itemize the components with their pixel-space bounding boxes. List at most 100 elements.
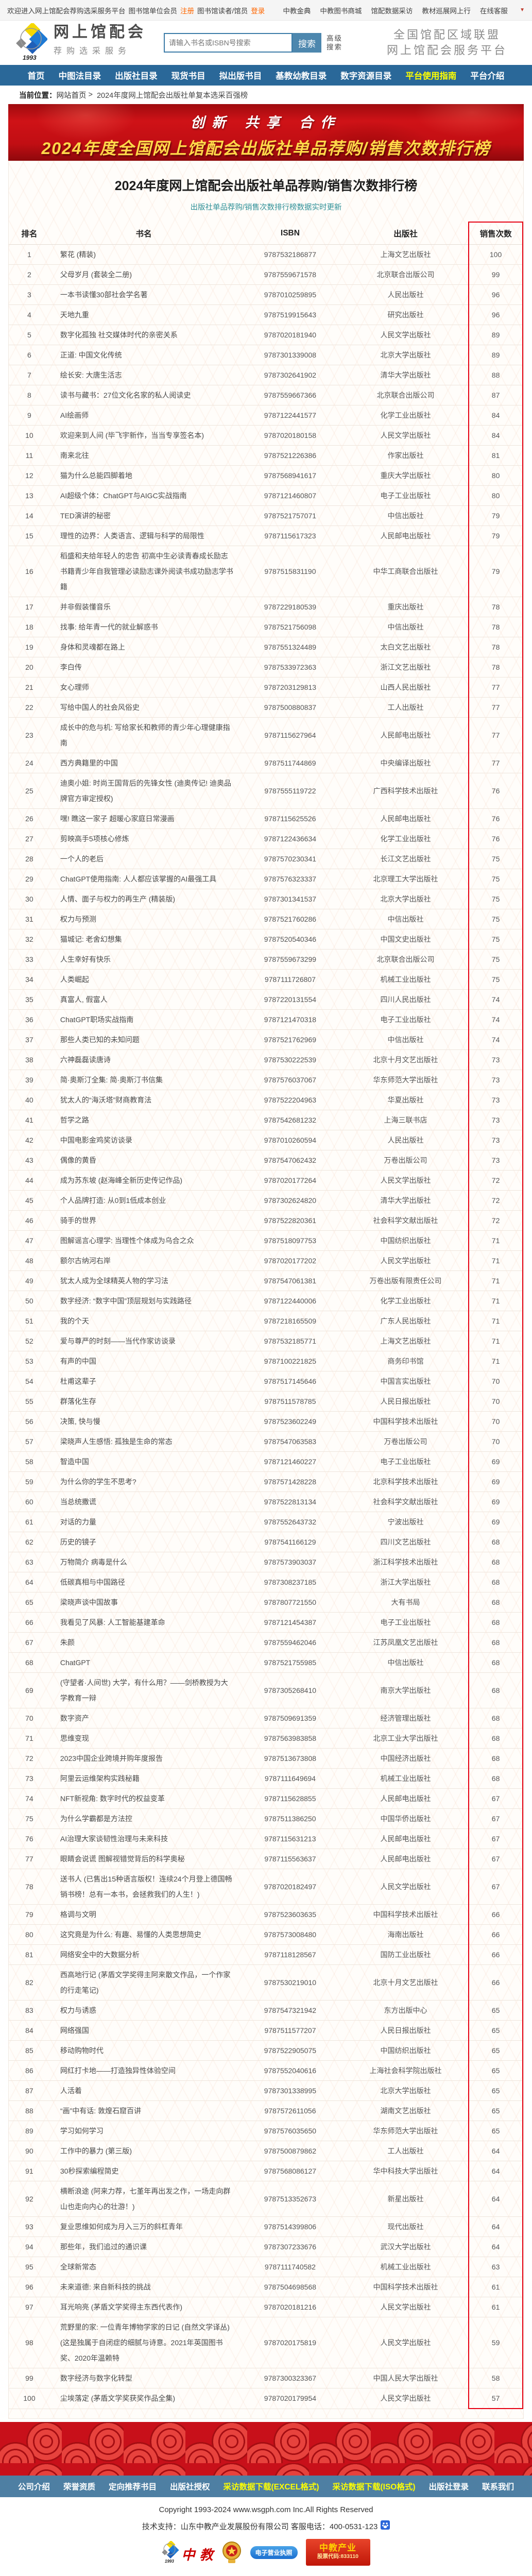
cell-book-title[interactable]: 一个人的老后 bbox=[49, 849, 238, 869]
cell-book-title[interactable]: 横断浪途 (阿来力荐，七堇年再出发之作，一场走向群山也走向内心的壮游！) bbox=[49, 2181, 238, 2217]
cell-book-title[interactable]: 工作中的暴力 (第三版) bbox=[49, 2141, 238, 2161]
cell-book-title[interactable]: 父母岁月 (套装全二册) bbox=[49, 264, 238, 285]
cell-book-title[interactable]: 成为苏东坡 (赵海峰全新历史传记作品) bbox=[49, 1170, 238, 1191]
cell-book-title[interactable]: 对话的力量 bbox=[49, 1512, 238, 1532]
footer-link[interactable]: 采访数据下载(EXCEL格式) bbox=[223, 2483, 319, 2492]
cell-book-title[interactable]: 梁晓声谈中国故事 bbox=[49, 1592, 238, 1613]
footer-link[interactable]: 出版社登录 bbox=[428, 2483, 469, 2492]
cell-book-title[interactable]: 李白传 bbox=[49, 657, 238, 677]
cell-book-title[interactable]: 为什么学霸都是方法控 bbox=[49, 1808, 238, 1829]
cell-book-title[interactable]: 六神磊磊读唐诗 bbox=[49, 1049, 238, 1070]
nav-item[interactable]: 出版社目录 bbox=[115, 72, 158, 81]
cell-book-title[interactable]: 猫为什么总能四脚着地 bbox=[49, 465, 238, 486]
footer-link[interactable]: 定向推荐书目 bbox=[108, 2483, 157, 2492]
cell-book-title[interactable]: 骑手的世界 bbox=[49, 1210, 238, 1231]
cell-book-title[interactable]: 这究竟是为什么: 有趣、易懂的人类思想简史 bbox=[49, 1924, 238, 1945]
cell-book-title[interactable]: 写给中国人的社会风俗史 bbox=[49, 697, 238, 718]
cell-book-title[interactable]: 迪奥小姐: 时尚王国背后的先锋女性 (迪奥传记! 迪奥品牌官方审定授权) bbox=[49, 773, 238, 809]
cell-book-title[interactable]: 智造中国 bbox=[49, 1451, 238, 1472]
cell-book-title[interactable]: ChatGPT bbox=[49, 1652, 238, 1673]
cell-book-title[interactable]: 学习如何学习 bbox=[49, 2121, 238, 2141]
cell-book-title[interactable]: 网络强国 bbox=[49, 2020, 238, 2041]
cell-book-title[interactable]: 个人品牌打造: 从0到1低成本创业 bbox=[49, 1190, 238, 1211]
cell-book-title[interactable]: 读书与藏书：27位文化名家的私人阅读史 bbox=[49, 385, 238, 405]
footer-link[interactable]: 荣誉资质 bbox=[63, 2483, 95, 2492]
cell-book-title[interactable]: 杜甫这辈子 bbox=[49, 1371, 238, 1392]
cell-book-title[interactable]: 万物简介 病毒是什么 bbox=[49, 1552, 238, 1572]
cell-book-title[interactable]: 2023中国企业跨境并购年度报告 bbox=[49, 1748, 238, 1769]
search-button[interactable]: 搜索 bbox=[293, 33, 321, 53]
site-logo[interactable]: 1993 网上馆配会 荐购选采服务 bbox=[15, 21, 149, 63]
cell-book-title[interactable]: 找事: 给年青一代的就业解惑书 bbox=[49, 617, 238, 637]
cell-book-title[interactable]: 历史的镜子 bbox=[49, 1532, 238, 1552]
cell-book-title[interactable]: 网络安全中的大数据分析 bbox=[49, 1944, 238, 1965]
cell-book-title[interactable]: “画”中有话: 敦煌石窟百讲 bbox=[49, 2100, 238, 2121]
nav-item[interactable]: 首页 bbox=[27, 72, 45, 81]
cell-book-title[interactable]: 数字经济与数字化转型 bbox=[49, 2368, 238, 2388]
nav-item[interactable]: 基教幼教目录 bbox=[276, 72, 327, 81]
cell-book-title[interactable]: 我的个天 bbox=[49, 1311, 238, 1331]
cell-book-title[interactable]: 正道: 中国文化传统 bbox=[49, 345, 238, 365]
cell-book-title[interactable]: 未来道德: 来自新科技的挑战 bbox=[49, 2277, 238, 2297]
cell-book-title[interactable]: 人生幸好有快乐 bbox=[49, 949, 238, 970]
login-link[interactable]: 登录 bbox=[251, 7, 265, 15]
cell-book-title[interactable]: 梁晓声人生感悟: 孤独是生命的常态 bbox=[49, 1431, 238, 1452]
cell-book-title[interactable]: 数字化孤独 社交媒体时代的亲密关系 bbox=[49, 325, 238, 345]
cell-book-title[interactable]: 嘿! 瞧这一家子 超暖心家庭日常漫画 bbox=[49, 808, 238, 829]
cell-book-title[interactable]: 复业思维如何成为月入三万的斜杠青年 bbox=[49, 2216, 238, 2237]
cell-book-title[interactable]: AI治理大家谈韧性治理与未来科技 bbox=[49, 1828, 238, 1849]
nav-item[interactable]: 现货书目 bbox=[171, 72, 205, 81]
chevron-down-icon[interactable]: ▼ bbox=[520, 7, 525, 13]
cell-book-title[interactable]: 那些人类已知的未知问题 bbox=[49, 1029, 238, 1050]
cell-book-title[interactable]: 并非假装懂音乐 bbox=[49, 597, 238, 617]
cell-book-title[interactable]: 简·奥斯汀全集: 简·奥斯汀书信集 bbox=[49, 1070, 238, 1090]
cell-book-title[interactable]: 身体和灵魂都在路上 bbox=[49, 637, 238, 657]
cell-book-title[interactable]: TED演讲的秘密 bbox=[49, 505, 238, 526]
footer-link[interactable]: 采访数据下载(ISO格式) bbox=[332, 2483, 416, 2492]
cell-book-title[interactable]: 哲学之路 bbox=[49, 1110, 238, 1130]
cell-book-title[interactable]: AI绘画师 bbox=[49, 405, 238, 426]
advanced-search-link[interactable]: 高级 搜索 bbox=[327, 35, 342, 51]
breadcrumb-home-link[interactable]: 网站首页 bbox=[56, 91, 87, 100]
nav-item[interactable]: 平台使用指南 bbox=[405, 72, 457, 81]
cell-book-title[interactable]: 一本书读懂30部社会学名著 bbox=[49, 284, 238, 305]
cell-book-title[interactable]: 思维变现 bbox=[49, 1728, 238, 1749]
cell-book-title[interactable]: 朱颜 bbox=[49, 1632, 238, 1653]
cell-book-title[interactable]: 天地九重 bbox=[49, 304, 238, 325]
cell-book-title[interactable]: 繁花 (精装) bbox=[49, 244, 238, 265]
cell-book-title[interactable]: 全球新常态 bbox=[49, 2257, 238, 2277]
register-link[interactable]: 注册 bbox=[180, 7, 194, 15]
topbar-link[interactable]: 中教图书商城 bbox=[320, 7, 362, 15]
topbar-link[interactable]: 中教金典 bbox=[283, 7, 311, 15]
search-input[interactable] bbox=[164, 33, 293, 53]
baidu-paw-icon[interactable] bbox=[381, 2520, 390, 2532]
cell-book-title[interactable]: 人活着 bbox=[49, 2080, 238, 2101]
cell-book-title[interactable]: NFT新视角: 数字时代的权益变革 bbox=[49, 1788, 238, 1809]
cell-book-title[interactable]: 荒野里的家: 一位青年博物学家的日记 (自然文学译丛) (这是独属于自闭症的细腻… bbox=[49, 2317, 238, 2368]
cell-book-title[interactable]: 数字资产 bbox=[49, 1708, 238, 1728]
cell-book-title[interactable]: 决策, 快与慢 bbox=[49, 1411, 238, 1432]
cell-book-title[interactable]: 数字经济: “数字中国”顶层规划与实践路径 bbox=[49, 1291, 238, 1311]
cell-book-title[interactable]: 中国电影金鸡奖访谈录 bbox=[49, 1130, 238, 1150]
cell-book-title[interactable]: 耳光响亮 (茅盾文学奖得主东西代表作) bbox=[49, 2297, 238, 2317]
footer-link[interactable]: 联系我们 bbox=[482, 2483, 514, 2492]
cell-book-title[interactable]: 稻盛和夫给年轻人的忠告 初高中生必读青春成长励志书籍青少年自我管理必读励志课外阅… bbox=[49, 546, 238, 597]
cell-book-title[interactable]: ChatGPT使用指南: 人人都应该掌握的AI最强工具 bbox=[49, 869, 238, 889]
e-license-badge[interactable]: 电子营业执照 bbox=[250, 2546, 298, 2559]
cell-book-title[interactable]: 尘埃落定 (茅盾文学奖获奖作品全集) bbox=[49, 2388, 238, 2409]
nav-item[interactable]: 拟出版书目 bbox=[219, 72, 262, 81]
nav-item[interactable]: 数字资源目录 bbox=[340, 72, 392, 81]
cell-book-title[interactable]: 绘长安: 大唐生活志 bbox=[49, 365, 238, 385]
cell-book-title[interactable]: 阿里云运维架构实践秘籍 bbox=[49, 1768, 238, 1789]
cell-book-title[interactable]: 那些年，我们追过的通识课 bbox=[49, 2236, 238, 2257]
cell-book-title[interactable]: 南来北往 bbox=[49, 445, 238, 466]
cell-book-title[interactable]: 有声的中国 bbox=[49, 1351, 238, 1371]
cell-book-title[interactable]: 权力与诱惑 bbox=[49, 2000, 238, 2021]
cell-book-title[interactable]: 西高地行记 (茅盾文学奖得主阿来散文作品，一个作家的行走笔记) bbox=[49, 1964, 238, 2001]
nav-item[interactable]: 平台介绍 bbox=[470, 72, 505, 81]
cell-book-title[interactable]: 成长中的危与机: 写给家长和教师的青少年心理健康指南 bbox=[49, 717, 238, 753]
cell-book-title[interactable]: 女心理师 bbox=[49, 677, 238, 698]
cell-book-title[interactable]: 额尔古纳河右岸 bbox=[49, 1250, 238, 1271]
cell-book-title[interactable]: 权力与预测 bbox=[49, 909, 238, 929]
cell-book-title[interactable]: 送书人 (已售出15种语言版权！连续24个月登上德国畅销书榜！总有一本书，会拯救… bbox=[49, 1869, 238, 1905]
